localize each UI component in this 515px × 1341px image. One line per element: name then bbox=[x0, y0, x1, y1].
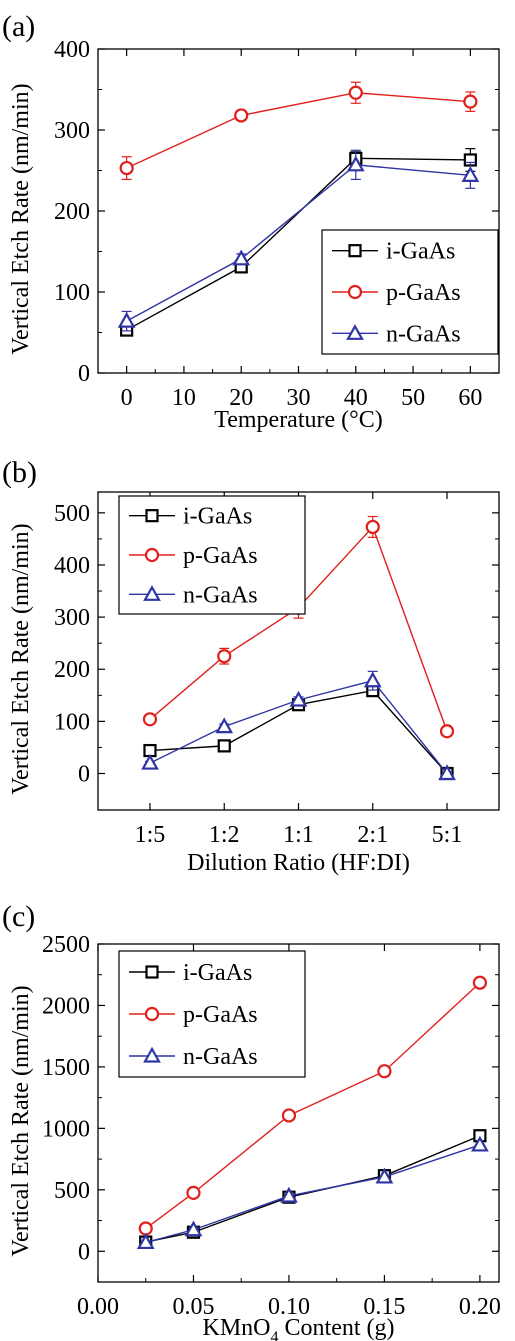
data-point-p-GaAs bbox=[472, 975, 488, 990]
legend-label: p-GaAs bbox=[386, 280, 461, 306]
chart-panel-a: 0 100 200 300 400 0 10 20 30 40 50 60 (a) Vertical Et… bbox=[2, 10, 500, 433]
x-axis-title: KMnO4 Content (g) bbox=[203, 1315, 395, 1341]
series-line-p-GaAs bbox=[126, 92, 471, 169]
x-axis-title: Temperature (°C) bbox=[214, 407, 383, 433]
data-point-n-GaAs bbox=[438, 764, 456, 781]
data-point-n-GaAs bbox=[232, 249, 251, 266]
x-tick-label: 0.05 bbox=[172, 1294, 214, 1320]
data-point-i-GaAs bbox=[217, 739, 231, 753]
y-tick-label: 100 bbox=[54, 280, 90, 306]
legend-marker bbox=[143, 1046, 161, 1063]
data-point-p-GaAs bbox=[138, 1221, 153, 1236]
data-point-n-GaAs bbox=[375, 1167, 394, 1184]
x-tick-label: 50 bbox=[401, 385, 425, 411]
legend-label: n-GaAs bbox=[386, 321, 461, 347]
legend-marker bbox=[145, 509, 159, 523]
x-axis-title-subscript: 4 bbox=[271, 1329, 279, 1341]
data-point-n-GaAs bbox=[141, 753, 159, 770]
x-tick-label: 60 bbox=[458, 385, 482, 411]
series-line-n-GaAs bbox=[126, 164, 471, 322]
y-tick-label: 300 bbox=[54, 605, 90, 631]
legend-marker bbox=[348, 244, 362, 258]
data-point-p-GaAs bbox=[142, 712, 158, 727]
legend-label: n-GaAs bbox=[183, 582, 258, 608]
x-axis-title-main: KMnO bbox=[203, 1315, 271, 1341]
y-tick-label: 500 bbox=[54, 1178, 90, 1204]
y-axis-title: Vertical Etch Rate (nm/min) bbox=[8, 985, 34, 1256]
y-tick-label: 2500 bbox=[42, 932, 90, 958]
y-tick-label: 1000 bbox=[42, 1116, 90, 1142]
data-point-p-GaAs bbox=[439, 724, 455, 739]
y-tick-label: 1500 bbox=[42, 1055, 90, 1081]
y-tick-label: 500 bbox=[54, 501, 90, 527]
x-tick-label: 0 bbox=[121, 385, 133, 411]
data-point-n-GaAs bbox=[184, 1220, 203, 1237]
legend-marker bbox=[143, 585, 161, 601]
data-point-n-GaAs bbox=[471, 1135, 489, 1152]
y-axis-title: Vertical Etch Rate (nm/min) bbox=[8, 523, 34, 794]
legend-marker bbox=[144, 547, 160, 563]
y-tick-label: 400 bbox=[54, 37, 90, 63]
x-tick-label: 0.20 bbox=[459, 1294, 501, 1320]
legend-label: p-GaAs bbox=[183, 543, 258, 569]
y-tick-label: 400 bbox=[54, 553, 90, 579]
x-tick-label: 5:1 bbox=[432, 822, 463, 848]
data-point-n-GaAs bbox=[363, 671, 382, 688]
x-tick-label: 30 bbox=[287, 385, 311, 411]
data-point-n-GaAs bbox=[280, 1186, 298, 1203]
x-tick-label: 1:1 bbox=[283, 822, 314, 848]
data-point-n-GaAs bbox=[136, 1233, 155, 1250]
data-point-n-GaAs bbox=[117, 311, 136, 328]
x-tick-label: 10 bbox=[172, 385, 196, 411]
legend-label: i-GaAs bbox=[386, 239, 455, 265]
y-tick-label: 100 bbox=[54, 709, 90, 735]
x-tick-label: 0.15 bbox=[363, 1294, 405, 1320]
data-point-p-GaAs bbox=[377, 1064, 392, 1079]
x-tick-label: 0.10 bbox=[268, 1294, 310, 1320]
plot-frame bbox=[97, 943, 500, 1283]
y-tick-label: 0 bbox=[78, 361, 90, 387]
data-point-n-GaAs bbox=[215, 717, 234, 734]
y-tick-label: 0 bbox=[78, 1239, 90, 1265]
x-tick-label: 2:1 bbox=[357, 822, 388, 848]
x-tick-label: 1:2 bbox=[209, 822, 240, 848]
x-axis-title-tail: Content (g) bbox=[279, 1315, 395, 1341]
panel-label: (c) bbox=[2, 900, 35, 933]
data-point-p-GaAs bbox=[365, 519, 380, 535]
legend-marker bbox=[145, 965, 159, 979]
legend-label: n-GaAs bbox=[183, 1044, 258, 1070]
legend-marker bbox=[144, 1006, 160, 1022]
panel-label: (b) bbox=[2, 456, 37, 489]
data-point-p-GaAs bbox=[281, 1108, 297, 1123]
x-tick-label: 40 bbox=[344, 385, 368, 411]
legend-label: p-GaAs bbox=[183, 1002, 258, 1028]
data-point-n-GaAs bbox=[461, 166, 480, 182]
y-tick-label: 200 bbox=[54, 657, 90, 683]
data-point-p-GaAs bbox=[463, 94, 478, 109]
data-point-p-GaAs bbox=[186, 1185, 201, 1200]
legend-label: i-GaAs bbox=[183, 504, 252, 530]
chart-panel-b: 0 100 200 300 400 500 1:5 1:2 1:1 2:1 5:1 (b) Vertic… bbox=[2, 456, 500, 876]
data-point-n-GaAs bbox=[346, 155, 365, 172]
x-tick-label: 20 bbox=[229, 385, 253, 411]
legend-marker bbox=[346, 324, 364, 340]
data-point-p-GaAs bbox=[234, 108, 249, 123]
x-axis-title: Dilution Ratio (HF:DI) bbox=[187, 850, 410, 876]
y-tick-label: 300 bbox=[54, 118, 90, 144]
y-axis-title: Vertical Etch Rate (nm/min) bbox=[8, 83, 34, 354]
data-point-p-GaAs bbox=[348, 85, 363, 100]
legend-marker bbox=[347, 284, 363, 300]
y-tick-label: 200 bbox=[54, 199, 90, 225]
x-tick-label: 1:5 bbox=[135, 822, 166, 848]
x-tick-label: 0.00 bbox=[77, 1294, 119, 1320]
panel-label: (a) bbox=[2, 10, 35, 43]
chart-panel-c: 0 500 1000 1500 2000 2500 0.00 0.05 0.10 0.15 0.20… bbox=[2, 900, 501, 1341]
legend-label: i-GaAs bbox=[183, 960, 252, 986]
data-point-n-GaAs bbox=[289, 690, 308, 707]
y-tick-label: 0 bbox=[78, 762, 90, 788]
data-point-p-GaAs bbox=[119, 160, 134, 176]
y-tick-label: 2000 bbox=[42, 993, 90, 1019]
data-point-p-GaAs bbox=[217, 649, 232, 664]
